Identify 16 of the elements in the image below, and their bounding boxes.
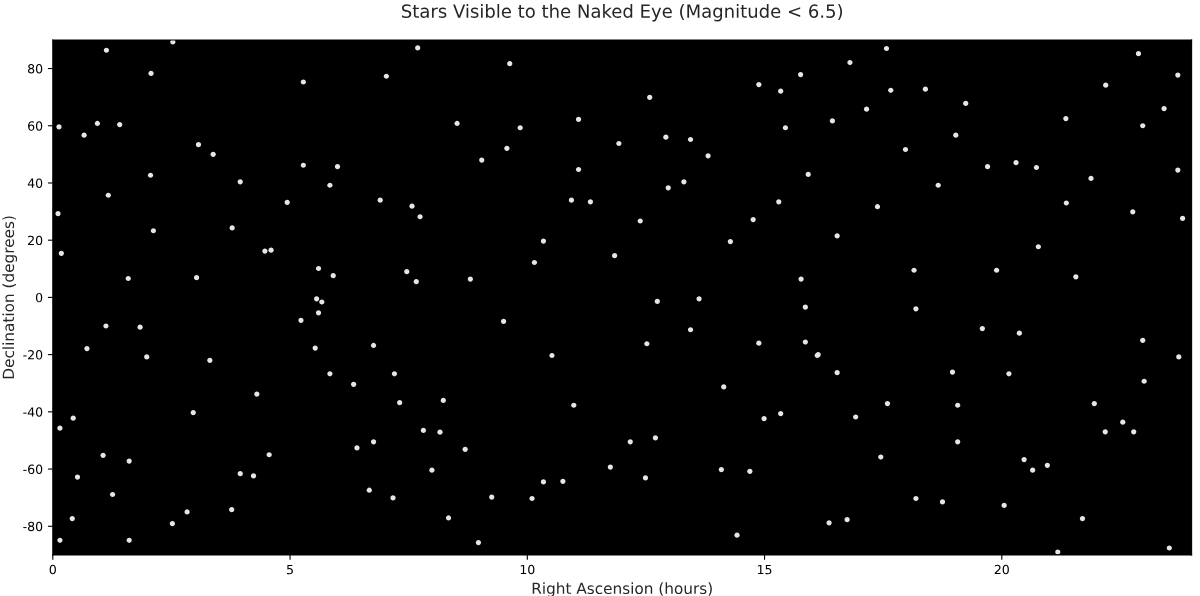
y-tick-label: -60 (23, 464, 43, 474)
y-tick-label: -40 (23, 407, 43, 417)
chart-title: Stars Visible to the Naked Eye (Magnitude < 6.5) (401, 3, 843, 22)
y-axis-title: Declination (degrees) (2, 216, 18, 379)
y-tick-label: -20 (23, 350, 43, 360)
x-tick-label: 20 (994, 564, 1009, 575)
x-tick-label: 0 (49, 564, 56, 575)
y-tick-label: 60 (28, 121, 43, 131)
x-tick-label: 15 (757, 564, 772, 575)
x-tick-label: 5 (287, 564, 293, 575)
y-tick-label: 40 (27, 178, 43, 188)
y-tick-label: 0 (35, 292, 43, 303)
x-tick-label: 10 (520, 564, 535, 575)
y-tick-label: -80 (23, 521, 43, 532)
y-tick-label: 20 (28, 235, 43, 246)
y-tick-label: 80 (28, 64, 43, 74)
